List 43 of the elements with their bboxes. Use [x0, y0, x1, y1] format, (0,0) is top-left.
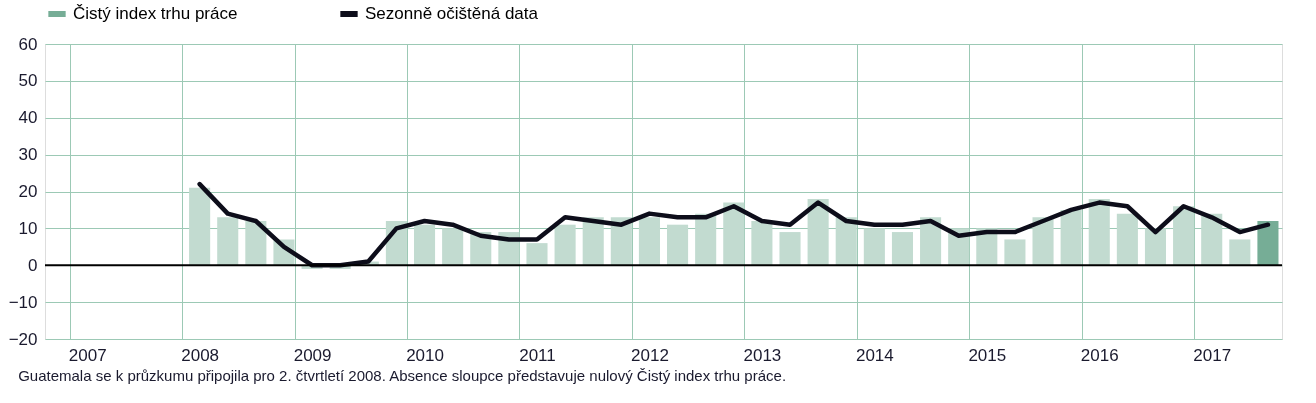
- y-tick-label: 50: [18, 71, 38, 91]
- x-tick-label: 2013: [743, 345, 782, 365]
- bar: [526, 243, 548, 266]
- text: Guatemala se k průzkumu připojila pro 2. čtvrtletí 2008. Absence sloupce představuje nulový Čistý index trhu práce.: [18, 367, 787, 384]
- y-tick-label: 40: [18, 108, 38, 128]
- legend-label: Čistý index trhu práce: [73, 4, 238, 23]
- x-tick-label: 2008: [181, 345, 220, 365]
- bar: [1257, 221, 1279, 266]
- bar: [189, 187, 211, 266]
- y-tick-label: 30: [18, 145, 38, 165]
- x-tick-label: 2017: [1193, 345, 1232, 365]
- y-tick-label: −10: [8, 292, 38, 312]
- y-tick-label: −20: [8, 329, 38, 349]
- bar: [1116, 213, 1138, 266]
- bar: [554, 224, 576, 266]
- x-tick-label: 2009: [293, 345, 332, 365]
- legend-label: Sezonně očištěná data: [365, 4, 539, 23]
- bar: [891, 232, 914, 266]
- y-tick-label: 60: [18, 34, 38, 54]
- bar: [217, 217, 239, 266]
- bar: [863, 228, 885, 266]
- x-tick-label: 2014: [855, 345, 894, 365]
- line-series: [197, 181, 1271, 268]
- bar: [779, 232, 801, 266]
- bar: [1004, 239, 1026, 266]
- x-tick-label: 2011: [519, 345, 556, 365]
- x-tick-label: 2012: [631, 345, 669, 365]
- y-tick-label: 10: [18, 218, 38, 238]
- bar: [1088, 198, 1110, 266]
- x-tick-label: 2007: [68, 345, 107, 365]
- y-tick-label: 0: [28, 255, 38, 275]
- bar: [751, 221, 773, 266]
- bar: [1144, 228, 1167, 266]
- x-tick-label: 2010: [406, 345, 444, 365]
- bar: [413, 224, 436, 266]
- bar: [638, 217, 660, 266]
- bar: [1060, 209, 1082, 266]
- y-tick-label: 20: [18, 182, 38, 201]
- x-tick-label: 2015: [968, 345, 1007, 365]
- bar: [1229, 239, 1251, 266]
- bar: [667, 224, 689, 266]
- x-tick-label: 2016: [1080, 345, 1119, 365]
- bar: [442, 228, 464, 266]
